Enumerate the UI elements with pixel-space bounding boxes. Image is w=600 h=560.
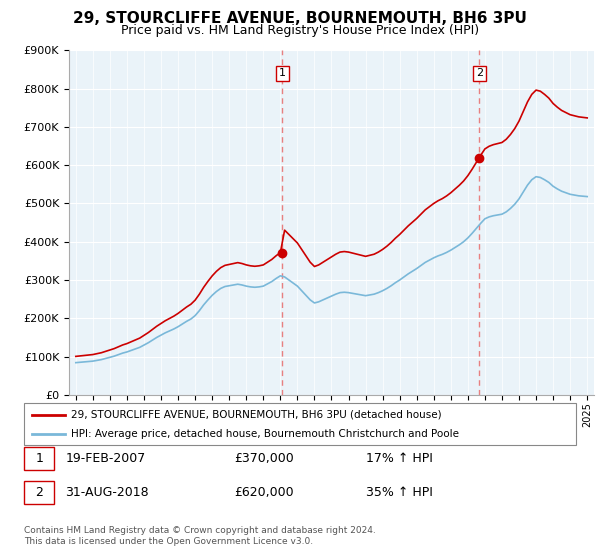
Text: 29, STOURCLIFFE AVENUE, BOURNEMOUTH, BH6 3PU: 29, STOURCLIFFE AVENUE, BOURNEMOUTH, BH6…	[73, 11, 527, 26]
Text: Contains HM Land Registry data © Crown copyright and database right 2024.
This d: Contains HM Land Registry data © Crown c…	[24, 526, 376, 546]
Text: 35% ↑ HPI: 35% ↑ HPI	[366, 486, 433, 499]
Text: 29, STOURCLIFFE AVENUE, BOURNEMOUTH, BH6 3PU (detached house): 29, STOURCLIFFE AVENUE, BOURNEMOUTH, BH6…	[71, 409, 442, 419]
Text: HPI: Average price, detached house, Bournemouth Christchurch and Poole: HPI: Average price, detached house, Bour…	[71, 429, 459, 439]
Text: 17% ↑ HPI: 17% ↑ HPI	[366, 452, 433, 465]
Text: 1: 1	[279, 68, 286, 78]
Text: £370,000: £370,000	[234, 452, 293, 465]
FancyBboxPatch shape	[24, 480, 55, 504]
Text: 2: 2	[476, 68, 483, 78]
Text: 2: 2	[35, 486, 43, 499]
Text: £620,000: £620,000	[234, 486, 293, 499]
Text: Price paid vs. HM Land Registry's House Price Index (HPI): Price paid vs. HM Land Registry's House …	[121, 24, 479, 36]
Text: 19-FEB-2007: 19-FEB-2007	[65, 452, 146, 465]
FancyBboxPatch shape	[24, 447, 55, 470]
Text: 31-AUG-2018: 31-AUG-2018	[65, 486, 149, 499]
Text: 1: 1	[35, 452, 43, 465]
FancyBboxPatch shape	[24, 403, 576, 445]
